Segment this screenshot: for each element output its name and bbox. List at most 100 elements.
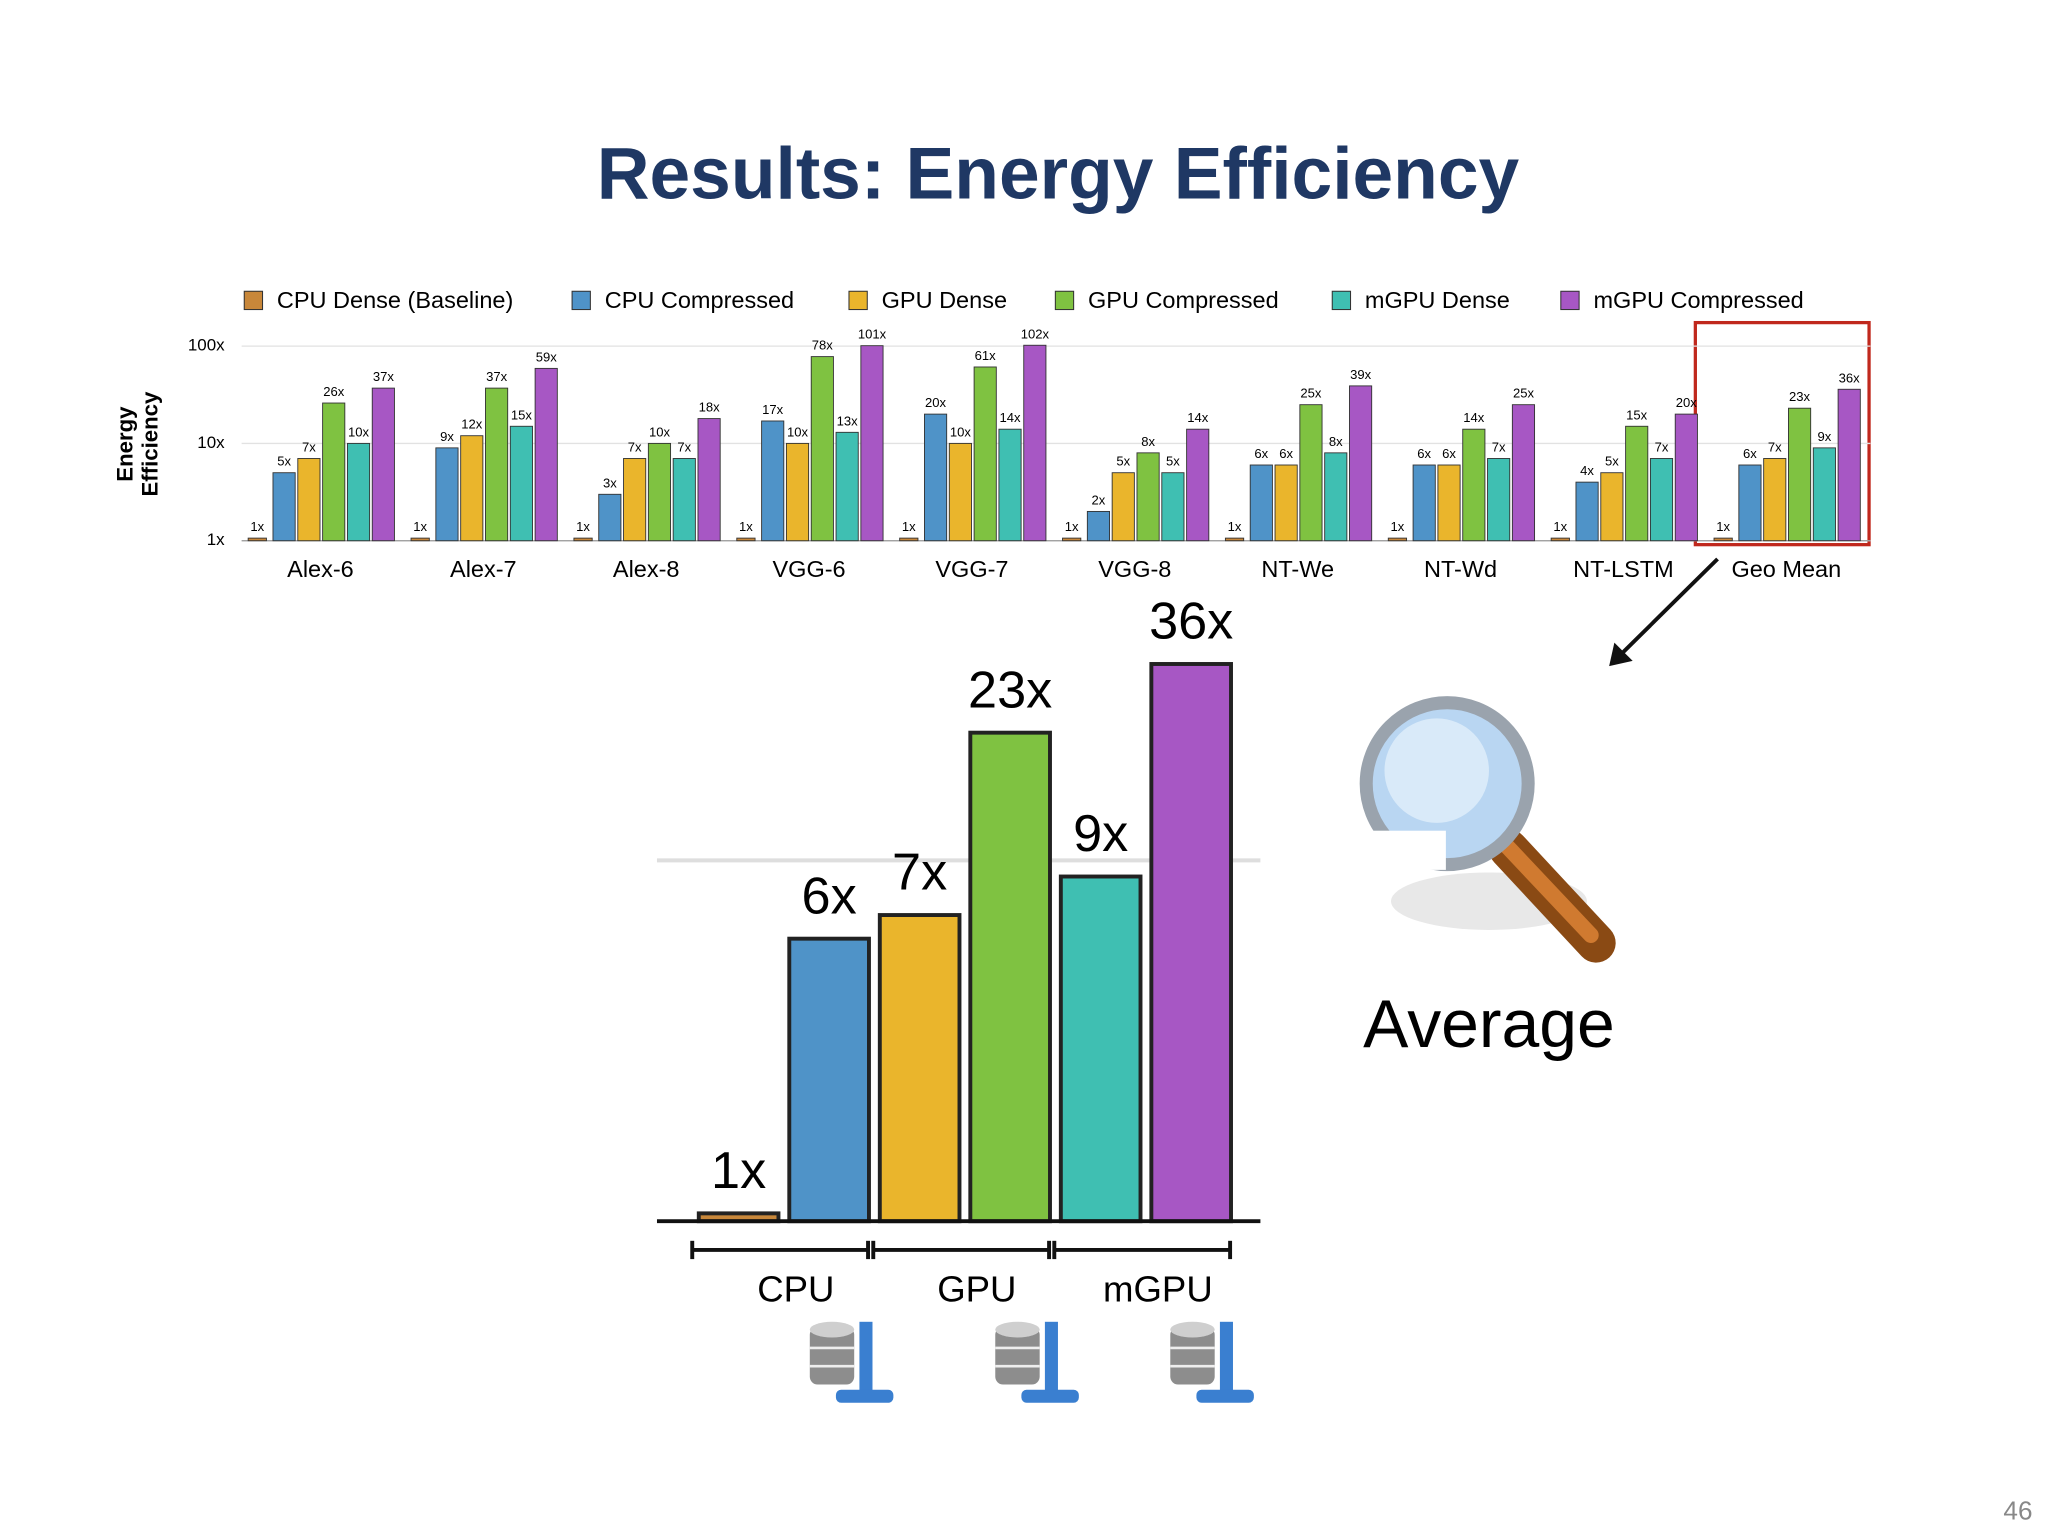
value-label: 2x <box>1092 492 1106 507</box>
value-label: 14x <box>1463 410 1485 425</box>
value-label: 10x <box>649 424 671 439</box>
y-tick-label: 1x <box>207 530 225 549</box>
bar <box>1186 428 1210 542</box>
value-label: 36x <box>1149 593 1233 651</box>
bar <box>485 387 509 542</box>
x-tick-label: Geo Mean <box>1731 556 1841 582</box>
value-label: 20x <box>925 395 947 410</box>
legend-swatch <box>1331 290 1352 311</box>
value-label: 7x <box>892 844 947 902</box>
value-label: 1x <box>413 519 427 534</box>
value-label: 59x <box>536 349 558 364</box>
bar <box>1575 481 1599 542</box>
value-label: 78x <box>812 338 834 353</box>
value-label: 6x <box>1254 446 1268 461</box>
value-label: 102x <box>1021 326 1050 341</box>
bar <box>1462 428 1486 542</box>
value-label: 13x <box>837 413 859 428</box>
value-label: 5x <box>1605 454 1619 469</box>
x-tick-label: VGG-8 <box>1098 556 1171 582</box>
value-label: 26x <box>323 384 345 399</box>
bar <box>924 413 948 542</box>
value-label: 23x <box>1789 389 1811 404</box>
y-tick-label: 10x <box>197 433 225 452</box>
value-label: 10x <box>348 424 370 439</box>
legend-label: mGPU Compressed <box>1593 287 1803 313</box>
bar <box>785 442 810 542</box>
x-tick-label: Alex-8 <box>613 556 680 582</box>
bar <box>1299 404 1323 542</box>
value-label: 18x <box>699 400 721 415</box>
value-label: 8x <box>1141 434 1155 449</box>
magnifier-icon <box>1359 696 1616 963</box>
bar <box>835 431 859 542</box>
bar <box>1674 413 1698 542</box>
legend-label: CPU Compressed <box>605 287 794 313</box>
bar <box>973 366 997 542</box>
compress-icons <box>809 1321 1254 1403</box>
value-label: 6x <box>1442 446 1456 461</box>
value-label: 25x <box>1300 386 1322 401</box>
zoom-arrow <box>1618 557 1719 658</box>
bar <box>761 420 785 542</box>
bar <box>1249 464 1273 542</box>
legend-label: GPU Dense <box>882 287 1007 313</box>
legend-swatch <box>848 290 868 311</box>
value-label: 1x <box>1391 519 1405 534</box>
bar <box>647 442 672 542</box>
bar <box>1274 464 1298 542</box>
bar <box>998 428 1022 542</box>
value-label: 23x <box>968 661 1052 719</box>
bar <box>598 493 622 542</box>
legend-swatch <box>1054 290 1075 311</box>
bar <box>247 537 267 542</box>
value-label: 10x <box>787 424 809 439</box>
value-label: 5x <box>1116 454 1130 469</box>
arrow-head <box>1609 642 1633 667</box>
value-label: 1x <box>1065 519 1079 534</box>
bar <box>1788 407 1812 542</box>
bar <box>1437 464 1461 542</box>
y-tick-label: 100x <box>188 336 225 355</box>
value-label: 25x <box>1513 386 1535 401</box>
bar <box>1738 464 1762 542</box>
x-tick-label: NT-Wd <box>1424 556 1497 582</box>
bar <box>1058 874 1143 1224</box>
value-label: 1x <box>1716 519 1730 534</box>
bar <box>1412 464 1436 542</box>
bar <box>1625 425 1649 542</box>
value-label: 61x <box>975 348 997 363</box>
bar <box>1550 537 1570 542</box>
x-tick-label: VGG-7 <box>935 556 1008 582</box>
value-label: 20x <box>1676 395 1698 410</box>
value-label: 12x <box>461 417 483 432</box>
bar <box>697 418 721 542</box>
value-label: 1x <box>711 1142 766 1200</box>
value-label: 37x <box>486 369 508 384</box>
y-axis-label: Energy <box>113 406 138 482</box>
bar <box>1023 344 1047 542</box>
y-axis-label: Efficiency <box>137 391 162 496</box>
bar <box>1600 472 1624 542</box>
value-label: 14x <box>1187 410 1209 425</box>
bar <box>877 913 962 1224</box>
bar <box>1349 385 1373 542</box>
bar <box>460 435 484 542</box>
bar <box>1149 662 1233 1224</box>
group-label: CPU <box>757 1268 834 1309</box>
bar <box>1161 472 1185 542</box>
bar <box>1086 510 1111 542</box>
value-label: 10x <box>950 424 972 439</box>
bar <box>1062 537 1082 542</box>
bar <box>1812 447 1836 542</box>
legend-label: GPU Compressed <box>1088 287 1279 313</box>
value-label: 6x <box>1279 446 1293 461</box>
value-label: 1x <box>739 519 753 534</box>
bar <box>1713 537 1733 542</box>
value-label: 39x <box>1350 367 1372 382</box>
value-label: 1x <box>1553 519 1567 534</box>
value-label: 37x <box>373 369 395 384</box>
bar <box>1111 472 1135 542</box>
x-tick-label: Alex-6 <box>287 556 354 582</box>
